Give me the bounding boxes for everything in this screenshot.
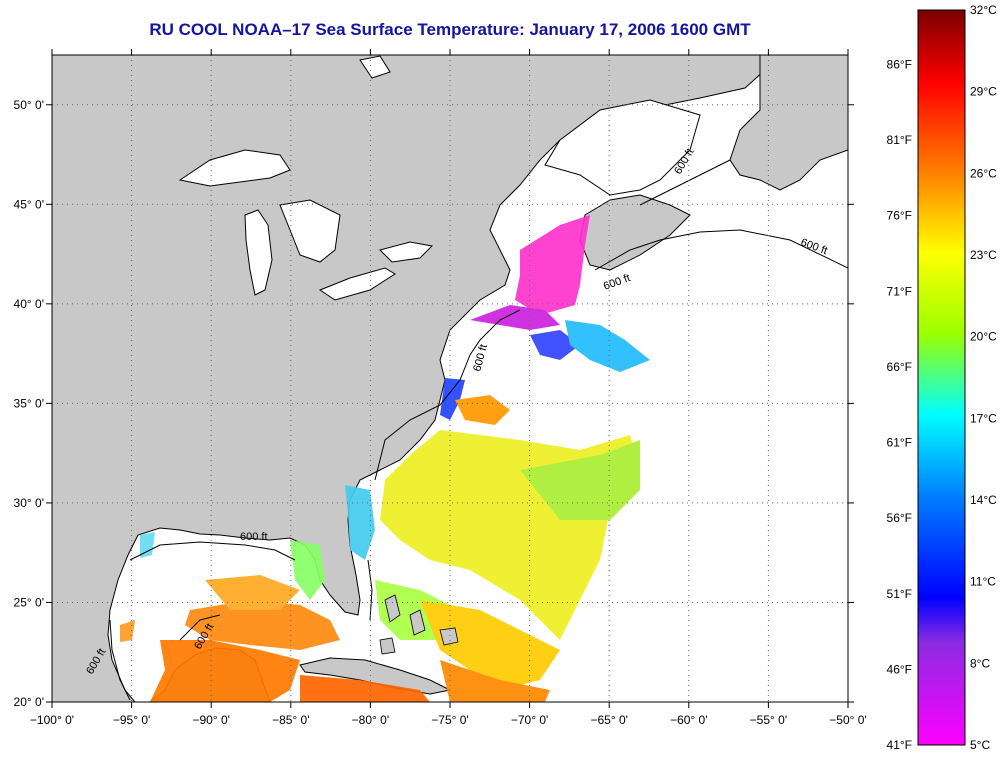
lake-erie (318, 267, 396, 301)
lat-tick-label: 30° 0' (14, 496, 44, 510)
colorbar-celsius-label: 8°C (970, 656, 990, 670)
lon-tick-label: −100° 0' (30, 713, 74, 727)
lat-tick-label: 40° 0' (14, 297, 44, 311)
colorbar-fahrenheit-label: 41°F (887, 738, 912, 752)
lake-michigan (244, 209, 273, 296)
colorbar-celsius-label: 23°C (970, 248, 997, 262)
colorbar-fahrenheit-label: 51°F (887, 587, 912, 601)
colorbar-fahrenheit-label: 56°F (887, 511, 912, 525)
lon-tick-label: −95° 0' (113, 713, 150, 727)
colorbar-fahrenheit-label: 61°F (887, 436, 912, 450)
colorbar-celsius-label: 5°C (970, 738, 990, 752)
lake-huron (279, 199, 341, 263)
map-title: RU COOL NOAA–17 Sea Surface Temperature:… (149, 20, 751, 39)
colorbar-fahrenheit-label: 81°F (887, 133, 912, 147)
lat-tick-label: 45° 0' (14, 197, 44, 211)
land-nova-scotia (579, 194, 691, 271)
isobath-label-gulf: 600 ft (240, 531, 268, 543)
land-cuba (299, 657, 452, 695)
colorbar-celsius-label: 29°C (970, 85, 997, 99)
colorbar-fahrenheit-label: 46°F (887, 662, 912, 676)
land-maritimes (729, 55, 848, 191)
lat-tick-label: 20° 0' (14, 695, 44, 709)
lat-tick-label: 25° 0' (14, 595, 44, 609)
gulf-of-st-lawrence (544, 99, 701, 196)
lon-tick-label: −80° 0' (352, 713, 389, 727)
lon-tick-label: −60° 0' (670, 713, 707, 727)
sst-data-layer (120, 215, 650, 702)
colorbar-fahrenheit-label: 86°F (887, 57, 912, 71)
colorbar-celsius-label: 14°C (970, 493, 997, 507)
lon-tick-label: −90° 0' (192, 713, 229, 727)
lon-tick-label: −75° 0' (431, 713, 468, 727)
lon-tick-label: −70° 0' (511, 713, 548, 727)
colorbar-fahrenheit-label: 66°F (887, 360, 912, 374)
lake-superior (178, 149, 291, 187)
lon-tick-label: −85° 0' (272, 713, 309, 727)
colorbar-celsius-label: 26°C (970, 166, 997, 180)
colorbar-fahrenheit-label: 76°F (887, 209, 912, 223)
colorbar-fahrenheit-label: 71°F (887, 284, 912, 298)
colorbar-celsius-label: 32°C (970, 3, 997, 17)
colorbar-labels: 32°C 29°C 26°C 23°C 20°C 17°C 14°C 11°C 8°C 5°C 86… (887, 3, 998, 752)
colorbar-celsius-label: 11°C (970, 575, 996, 589)
hudson-bay-lake (359, 55, 391, 79)
lon-tick-label: −50° 0' (829, 713, 866, 727)
colorbar-celsius-label: 17°C (970, 411, 997, 425)
lat-tick-label: 35° 0' (14, 396, 44, 410)
colorbar (917, 9, 966, 746)
lake-ontario (379, 241, 434, 263)
lon-tick-label: −65° 0' (590, 713, 627, 727)
map-axes: −100° 0' −95° 0' −90° 0' −85° 0' −80° 0' −75°… (14, 49, 867, 727)
colorbar-celsius-label: 20°C (970, 330, 997, 344)
bahamas-islands (379, 594, 459, 655)
lon-tick-label: −55° 0' (750, 713, 787, 727)
lat-tick-label: 50° 0' (14, 98, 44, 112)
